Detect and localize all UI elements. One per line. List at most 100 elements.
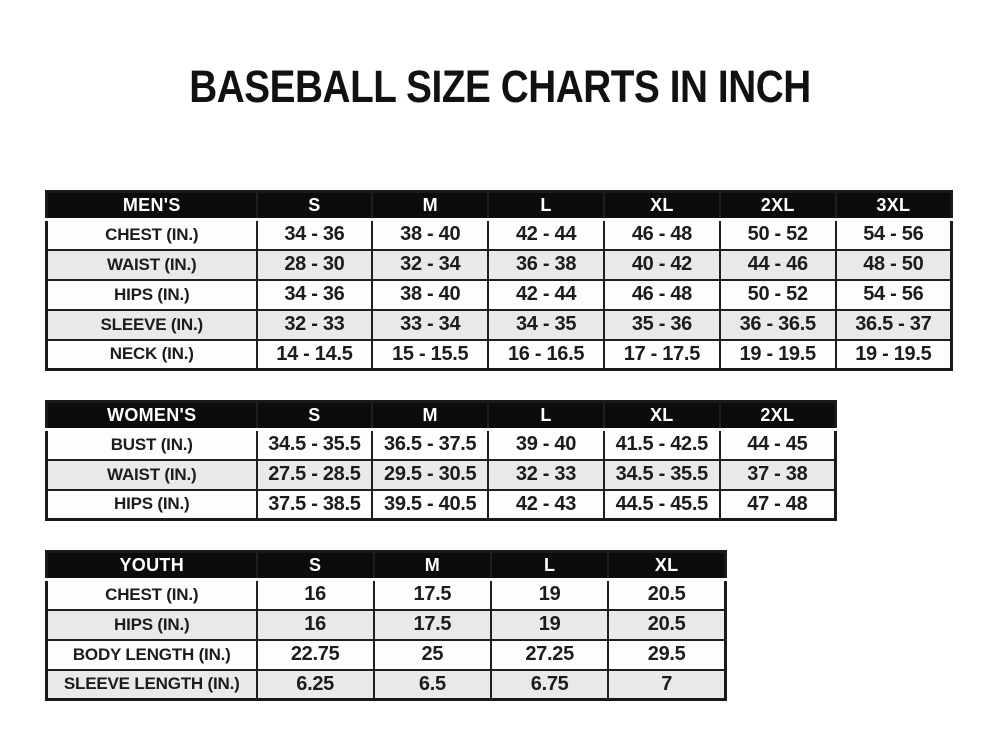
size-value-cell: 7 <box>607 668 727 701</box>
size-value-cell: 19 <box>489 608 610 641</box>
size-value-cell: 34.5 - 35.5 <box>602 458 721 491</box>
size-value-cell: 6.5 <box>372 668 493 701</box>
page-title: BASEBALL SIZE CHARTS IN INCH <box>189 61 811 112</box>
size-value-cell: 20.5 <box>607 578 727 611</box>
header-row: WOMEN'S S M L XL 2XL <box>45 400 837 431</box>
size-value-cell: 14 - 14.5 <box>255 338 374 371</box>
size-value-cell: 40 - 42 <box>602 248 721 281</box>
size-value-cell: 19 - 19.5 <box>834 338 953 371</box>
table-row: CHEST (IN.) 34 - 36 38 - 40 42 - 44 46 - 48 5… <box>45 218 953 251</box>
table-row: BUST (IN.) 34.5 - 35.5 36.5 - 37.5 39 - 40 4… <box>45 428 837 461</box>
size-column-header: 3XL <box>834 190 953 221</box>
size-column-header: S <box>255 190 374 221</box>
mens-size-table-container: MEN'S S M L XL 2XL 3XL CHEST (IN.) 34 - 36 38 - 4… <box>45 190 953 371</box>
size-value-cell: 28 - 30 <box>255 248 374 281</box>
size-value-cell: 32 - 33 <box>487 458 605 491</box>
size-value-cell: 44 - 46 <box>718 248 837 281</box>
size-column-header: L <box>487 190 605 221</box>
table-row: SLEEVE LENGTH (IN.) 6.25 6.5 6.75 7 <box>45 668 727 701</box>
size-value-cell: 44.5 - 45.5 <box>602 488 721 521</box>
size-value-cell: 34.5 - 35.5 <box>255 428 374 461</box>
size-value-cell: 36.5 - 37 <box>834 308 953 341</box>
size-value-cell: 37.5 - 38.5 <box>255 488 374 521</box>
size-value-cell: 39.5 - 40.5 <box>371 488 490 521</box>
size-value-cell: 42 - 43 <box>487 488 605 521</box>
size-value-cell: 46 - 48 <box>602 278 721 311</box>
size-value-cell: 47 - 48 <box>718 488 837 521</box>
header-row: MEN'S S M L XL 2XL 3XL <box>45 190 953 221</box>
size-value-cell: 42 - 44 <box>487 278 605 311</box>
size-value-cell: 32 - 34 <box>371 248 490 281</box>
size-value-cell: 36 - 38 <box>487 248 605 281</box>
table-row: WAIST (IN.) 28 - 30 32 - 34 36 - 38 40 - 42 4… <box>45 248 953 281</box>
womens-size-table-container: WOMEN'S S M L XL 2XL BUST (IN.) 34.5 - 35.5 36.5… <box>45 400 837 521</box>
size-column-header: S <box>255 400 374 431</box>
size-value-cell: 32 - 33 <box>255 308 374 341</box>
table-title-cell: MEN'S <box>45 190 258 221</box>
table-row: HIPS (IN.) 16 17.5 19 20.5 <box>45 608 727 641</box>
table-row: CHEST (IN.) 16 17.5 19 20.5 <box>45 578 727 611</box>
size-value-cell: 34 - 36 <box>255 218 374 251</box>
size-value-cell: 27.5 - 28.5 <box>255 458 374 491</box>
size-value-cell: 19 - 19.5 <box>718 338 837 371</box>
row-label: WAIST (IN.) <box>45 458 258 491</box>
size-value-cell: 48 - 50 <box>834 248 953 281</box>
size-value-cell: 34 - 36 <box>255 278 374 311</box>
row-label: CHEST (IN.) <box>45 218 258 251</box>
size-value-cell: 25 <box>372 638 493 671</box>
size-value-cell: 6.75 <box>489 668 610 701</box>
size-value-cell: 16 <box>255 578 375 611</box>
size-value-cell: 33 - 34 <box>371 308 490 341</box>
size-column-header: L <box>489 550 610 581</box>
size-value-cell: 29.5 <box>607 638 727 671</box>
youth-size-table: YOUTH S M L XL CHEST (IN.) 16 17.5 19 20.5 HIPS (I… <box>45 550 727 701</box>
row-label: SLEEVE (IN.) <box>45 308 258 341</box>
size-value-cell: 17 - 17.5 <box>602 338 721 371</box>
size-value-cell: 17.5 <box>372 608 493 641</box>
table-row: SLEEVE (IN.) 32 - 33 33 - 34 34 - 35 35 - 36… <box>45 308 953 341</box>
size-value-cell: 34 - 35 <box>487 308 605 341</box>
size-value-cell: 20.5 <box>607 608 727 641</box>
size-value-cell: 16 - 16.5 <box>487 338 605 371</box>
row-label: BODY LENGTH (IN.) <box>45 638 258 671</box>
table-row: HIPS (IN.) 34 - 36 38 - 40 42 - 44 46 - 48 50… <box>45 278 953 311</box>
size-column-header: M <box>371 190 490 221</box>
header-row: YOUTH S M L XL <box>45 550 727 581</box>
size-column-header: XL <box>602 190 721 221</box>
mens-size-table: MEN'S S M L XL 2XL 3XL CHEST (IN.) 34 - 36 38 - 4… <box>45 190 953 371</box>
size-value-cell: 44 - 45 <box>718 428 837 461</box>
size-value-cell: 50 - 52 <box>718 218 837 251</box>
size-value-cell: 37 - 38 <box>718 458 837 491</box>
row-label: NECK (IN.) <box>45 338 258 371</box>
size-column-header: S <box>255 550 375 581</box>
size-value-cell: 16 <box>255 608 375 641</box>
row-label: HIPS (IN.) <box>45 488 258 521</box>
table-row: WAIST (IN.) 27.5 - 28.5 29.5 - 30.5 32 - 33… <box>45 458 837 491</box>
size-value-cell: 15 - 15.5 <box>371 338 490 371</box>
row-label: BUST (IN.) <box>45 428 258 461</box>
womens-size-table: WOMEN'S S M L XL 2XL BUST (IN.) 34.5 - 35.5 36.5… <box>45 400 837 521</box>
size-column-header: M <box>371 400 490 431</box>
size-value-cell: 17.5 <box>372 578 493 611</box>
size-column-header: XL <box>602 400 721 431</box>
table-row: BODY LENGTH (IN.) 22.75 25 27.25 29.5 <box>45 638 727 671</box>
size-value-cell: 50 - 52 <box>718 278 837 311</box>
size-column-header: XL <box>607 550 727 581</box>
table-title-cell: WOMEN'S <box>45 400 258 431</box>
size-value-cell: 38 - 40 <box>371 218 490 251</box>
size-value-cell: 39 - 40 <box>487 428 605 461</box>
size-column-header: L <box>487 400 605 431</box>
size-value-cell: 22.75 <box>255 638 375 671</box>
size-value-cell: 54 - 56 <box>834 278 953 311</box>
size-value-cell: 35 - 36 <box>602 308 721 341</box>
size-value-cell: 46 - 48 <box>602 218 721 251</box>
size-value-cell: 27.25 <box>489 638 610 671</box>
size-value-cell: 36.5 - 37.5 <box>371 428 490 461</box>
size-value-cell: 54 - 56 <box>834 218 953 251</box>
table-title-cell: YOUTH <box>45 550 258 581</box>
row-label: WAIST (IN.) <box>45 248 258 281</box>
row-label: CHEST (IN.) <box>45 578 258 611</box>
size-value-cell: 29.5 - 30.5 <box>371 458 490 491</box>
youth-size-table-container: YOUTH S M L XL CHEST (IN.) 16 17.5 19 20.5 HIPS (I… <box>45 550 727 701</box>
